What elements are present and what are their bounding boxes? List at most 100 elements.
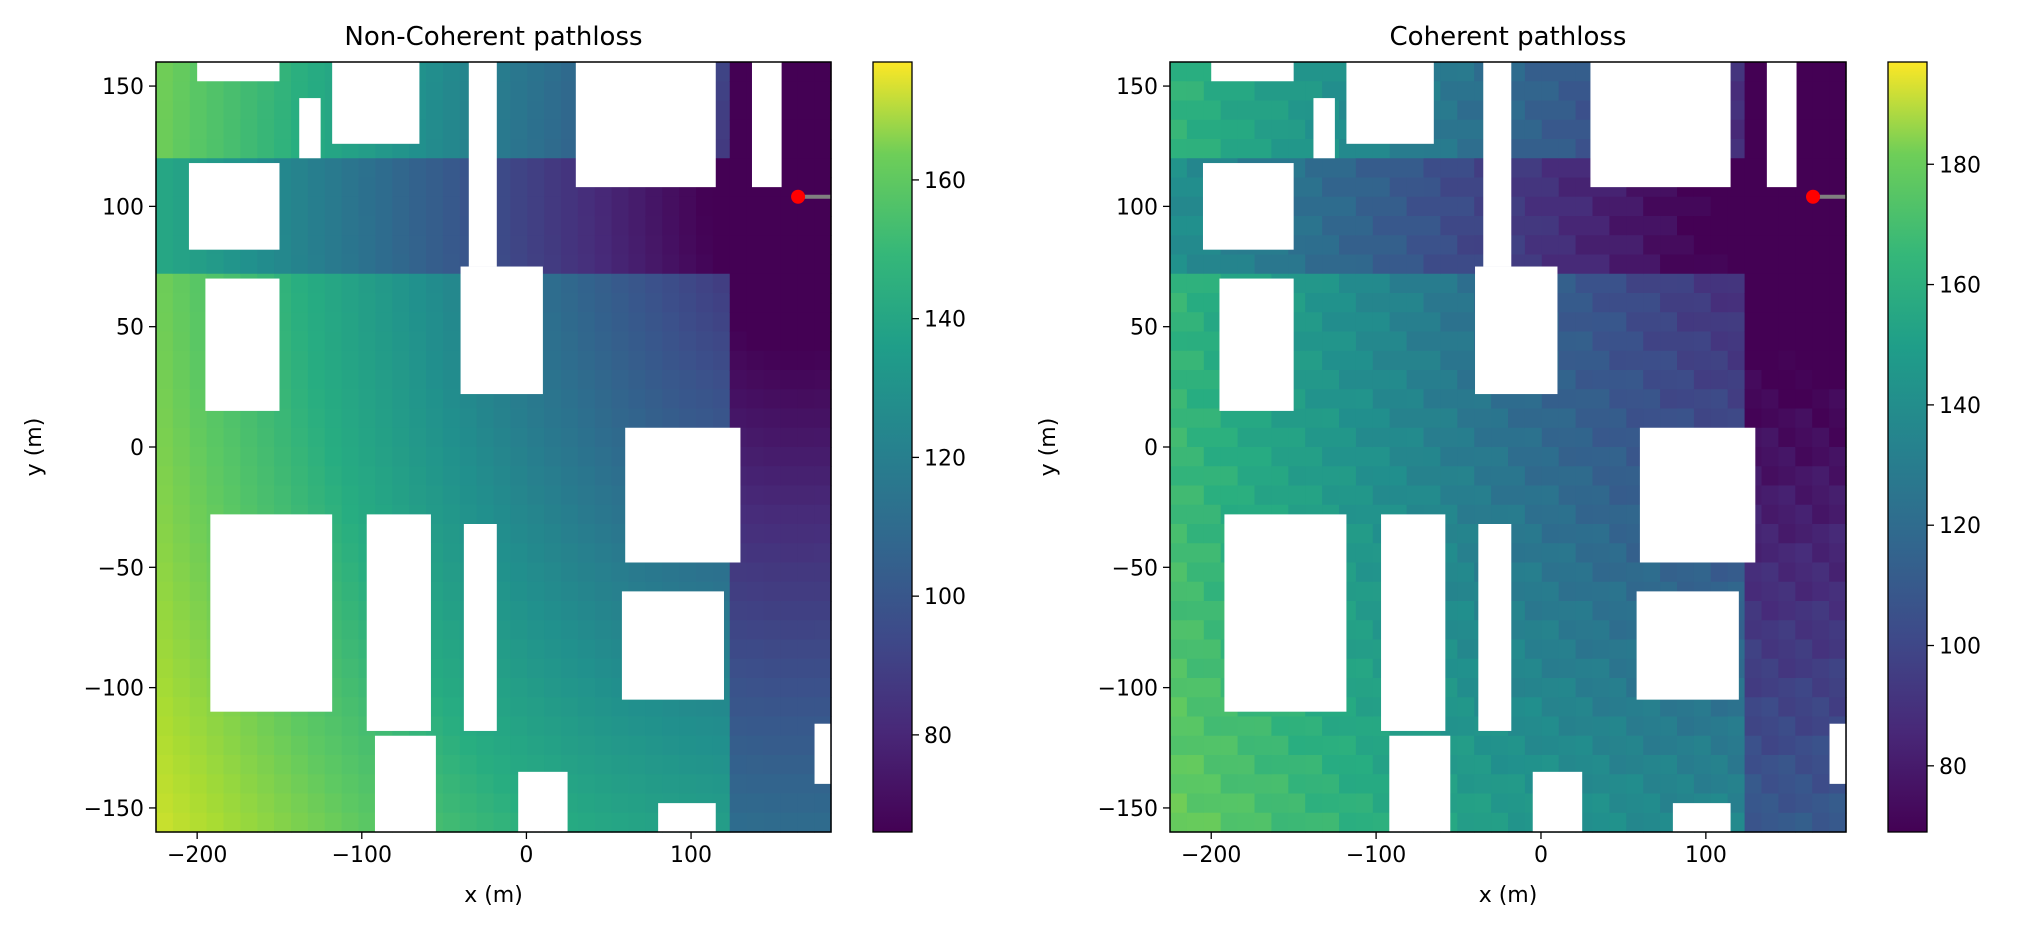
heatmap-cell (712, 81, 731, 102)
heatmap-cell (341, 735, 360, 756)
heatmap-cell (561, 543, 579, 564)
heatmap-cell (1305, 350, 1323, 371)
heatmap-cell (1609, 273, 1627, 294)
heatmap-cell (1339, 793, 1357, 814)
heatmap-cell (1524, 755, 1543, 775)
heatmap-cell (729, 139, 748, 159)
heatmap-cell (1761, 235, 1779, 256)
heatmap-cell (1457, 639, 1475, 660)
heatmap-cell (1474, 427, 1492, 448)
heatmap-cell (594, 254, 613, 275)
heatmap-cell (1254, 793, 1272, 814)
heatmap-cell (1812, 427, 1830, 448)
heatmap-cell (577, 658, 596, 679)
heatmap-cell (645, 562, 663, 583)
heatmap-cell (1575, 235, 1594, 256)
heatmap-cell (1778, 485, 1796, 506)
heatmap-cell (1355, 370, 1374, 390)
heatmap-cell (797, 370, 815, 390)
heatmap-cell (476, 812, 495, 833)
heatmap-cell (358, 735, 376, 756)
heatmap-cell (172, 100, 191, 121)
heatmap-cell (780, 139, 798, 159)
heatmap-cell (662, 370, 680, 390)
heatmap-cell (1457, 601, 1475, 621)
heatmap-cell (1744, 216, 1763, 236)
heatmap-cell (1541, 716, 1560, 737)
heatmap-cell (577, 312, 596, 333)
heatmap-cell (341, 466, 360, 487)
heatmap-cell (763, 408, 781, 429)
heatmap-cell (1744, 370, 1763, 390)
heatmap-cell (780, 678, 798, 698)
heatmap-cell (1170, 370, 1188, 390)
heatmap-cell (746, 254, 765, 275)
heatmap-cell (527, 639, 545, 660)
heatmap-cell (291, 389, 309, 410)
heatmap-cell (392, 312, 410, 333)
heatmap-cell (1271, 466, 1289, 487)
heatmap-cell (1541, 119, 1560, 140)
heatmap-cell (763, 370, 781, 390)
heatmap-cell (1457, 350, 1475, 371)
heatmap-cell (274, 119, 292, 140)
heatmap-cell (1812, 774, 1830, 795)
heatmap-cell (172, 678, 191, 698)
heatmap-cell (341, 350, 360, 371)
heatmap-cell (780, 735, 798, 756)
heatmap-cell (375, 216, 393, 236)
heatmap-cell (1558, 466, 1577, 487)
colorbar-tick-label: 160 (1939, 274, 1981, 299)
heatmap-cell (679, 562, 697, 583)
heatmap-cell (814, 293, 832, 313)
heatmap-cell (712, 273, 731, 294)
heatmap-cell (1778, 620, 1796, 641)
x-tick-label: −200 (167, 843, 227, 868)
heatmap-cell (1829, 504, 1847, 525)
heatmap-cell (712, 408, 731, 429)
heatmap-cell (172, 370, 191, 390)
heatmap-cell (426, 81, 444, 102)
heatmap-cell (814, 177, 832, 198)
heatmap-cell (1710, 735, 1729, 756)
heatmap-cell (307, 447, 326, 467)
heatmap-cell (1575, 119, 1594, 140)
heatmap-cell (763, 504, 781, 525)
heatmap-cell (561, 370, 579, 390)
heatmap-cell (1761, 447, 1779, 467)
heatmap-cell (1558, 447, 1577, 467)
heatmap-cell (1355, 581, 1374, 602)
heatmap-cell (1710, 408, 1729, 429)
heatmap-cell (527, 139, 545, 159)
building-region (1532, 771, 1583, 832)
heatmap-cell (1575, 177, 1594, 198)
heatmap-cell (392, 447, 410, 467)
heatmap-cell (1626, 793, 1644, 814)
heatmap-cell (172, 62, 191, 82)
heatmap-cell (1186, 658, 1205, 679)
heatmap-cell (1508, 139, 1526, 159)
heatmap-cell (1660, 331, 1678, 352)
heatmap-cell (172, 273, 191, 294)
heatmap-cell (645, 196, 663, 217)
heatmap-cell (780, 331, 798, 352)
heatmap-cell (814, 158, 832, 179)
x-tick-label: 100 (670, 843, 712, 868)
heatmap-cell (291, 447, 309, 467)
heatmap-cell (797, 755, 815, 775)
heatmap-cell (1457, 235, 1475, 256)
heatmap-cell (797, 601, 815, 621)
heatmap-cell (1271, 254, 1289, 275)
heatmap-cell (561, 658, 579, 679)
heatmap-cell (1626, 408, 1644, 429)
heatmap-cell (746, 735, 765, 756)
heatmap-cell (1744, 62, 1763, 82)
heatmap-cell (493, 177, 511, 198)
heatmap-cell (257, 735, 275, 756)
heatmap-cell (797, 293, 815, 313)
heatmap-cell (544, 293, 562, 313)
heatmap-cell (1524, 697, 1543, 718)
heatmap-cell (1626, 524, 1644, 544)
heatmap-cell (1778, 408, 1796, 429)
building-region (1475, 266, 1558, 395)
